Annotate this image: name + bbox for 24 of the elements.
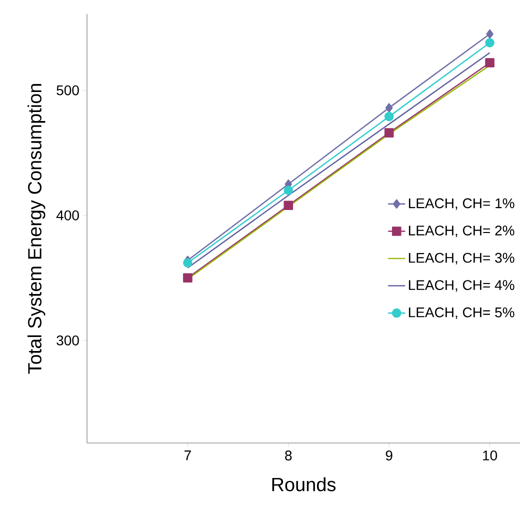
legend-label: LEACH, CH= 5% [408, 307, 514, 319]
y-tick-label: 300 [56, 335, 79, 346]
point [384, 112, 394, 122]
point [183, 258, 192, 268]
point [284, 200, 294, 210]
y-tick-label: 400 [56, 210, 79, 220]
x-tick-label: 7 [184, 450, 191, 460]
legend-label: LEACH, CH= 4% [408, 280, 514, 292]
y-tick-label: 500 [56, 85, 79, 96]
point [485, 58, 494, 68]
point [183, 273, 192, 283]
point [384, 128, 394, 138]
legend-label: LEACH, CH= 1% [408, 198, 514, 210]
legend-label: LEACH, CH= 3% [408, 252, 514, 264]
x-tick-label: 8 [285, 450, 292, 460]
point [485, 38, 494, 48]
x-tick-label: 9 [386, 450, 392, 460]
point [284, 186, 294, 195]
x-tick-label: 10 [483, 450, 498, 460]
legend-label: LEACH, CH= 2% [408, 226, 514, 238]
point [486, 29, 494, 39]
y-axis-title: Total System Energy Consumption [28, 84, 46, 374]
point [385, 103, 393, 112]
x-axis-title: Rounds [272, 477, 336, 492]
